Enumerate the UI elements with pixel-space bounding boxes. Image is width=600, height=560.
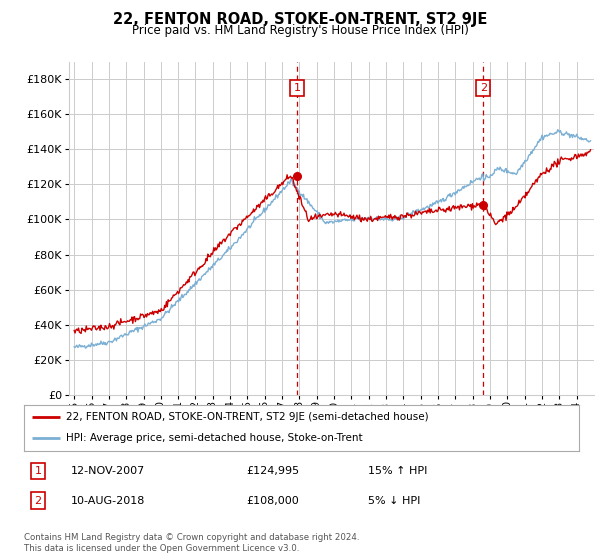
Text: 1: 1 (34, 466, 41, 476)
Text: 2: 2 (34, 496, 41, 506)
Text: Contains HM Land Registry data © Crown copyright and database right 2024.
This d: Contains HM Land Registry data © Crown c… (24, 533, 359, 553)
Text: £108,000: £108,000 (246, 496, 299, 506)
Text: 12-NOV-2007: 12-NOV-2007 (71, 466, 145, 476)
Text: 22, FENTON ROAD, STOKE-ON-TRENT, ST2 9JE (semi-detached house): 22, FENTON ROAD, STOKE-ON-TRENT, ST2 9JE… (65, 412, 428, 422)
Text: 22, FENTON ROAD, STOKE-ON-TRENT, ST2 9JE: 22, FENTON ROAD, STOKE-ON-TRENT, ST2 9JE (113, 12, 487, 27)
Text: 1: 1 (293, 83, 301, 93)
Text: HPI: Average price, semi-detached house, Stoke-on-Trent: HPI: Average price, semi-detached house,… (65, 433, 362, 444)
Text: 2: 2 (480, 83, 487, 93)
Text: £124,995: £124,995 (246, 466, 299, 476)
Text: 15% ↑ HPI: 15% ↑ HPI (368, 466, 427, 476)
Text: Price paid vs. HM Land Registry's House Price Index (HPI): Price paid vs. HM Land Registry's House … (131, 24, 469, 37)
Text: 10-AUG-2018: 10-AUG-2018 (71, 496, 146, 506)
Text: 5% ↓ HPI: 5% ↓ HPI (368, 496, 421, 506)
